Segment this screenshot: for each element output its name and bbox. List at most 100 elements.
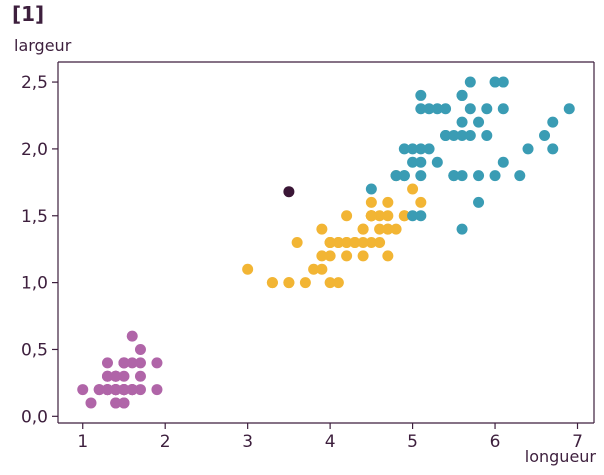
data-point	[341, 250, 353, 262]
data-point	[563, 103, 575, 115]
data-point	[134, 384, 146, 396]
data-point	[308, 263, 320, 275]
series-1	[242, 170, 427, 289]
data-point	[431, 156, 443, 168]
data-point	[101, 357, 113, 369]
data-point	[497, 156, 509, 168]
data-point	[489, 170, 501, 182]
y-tick-label: 1,5	[21, 207, 48, 227]
data-point	[382, 210, 394, 222]
data-point	[456, 89, 468, 101]
plot-area: 1 2 3 4 5 6 7 0,0 0,5 1,0 1,5 2,0 2,5	[21, 61, 595, 452]
data-point	[415, 210, 427, 222]
data-point	[77, 384, 89, 396]
data-point	[365, 196, 377, 208]
x-tick-label: 1	[77, 432, 88, 452]
data-point	[415, 103, 427, 115]
data-point	[464, 130, 476, 142]
data-point	[382, 223, 394, 235]
data-point	[93, 384, 105, 396]
data-point	[374, 223, 386, 235]
data-point	[415, 89, 427, 101]
data-point	[440, 130, 452, 142]
data-point	[481, 103, 493, 115]
data-point	[407, 210, 419, 222]
y-tick-label: 2,0	[21, 140, 48, 160]
data-point	[390, 223, 402, 235]
data-point	[151, 357, 163, 369]
data-point	[332, 277, 344, 289]
data-point	[283, 186, 295, 198]
data-point	[464, 76, 476, 88]
y-axis-title: largeur	[14, 36, 72, 55]
data-point	[473, 116, 485, 128]
data-point	[481, 130, 493, 142]
data-point	[101, 370, 113, 382]
x-tick-label: 5	[407, 432, 418, 452]
data-point	[539, 130, 551, 142]
data-point	[365, 237, 377, 248]
data-point	[316, 263, 328, 275]
data-point	[407, 183, 419, 195]
data-point	[464, 103, 476, 115]
data-point	[365, 183, 377, 195]
data-point	[423, 103, 435, 115]
data-point	[497, 76, 509, 88]
y-tick-label: 0,0	[21, 407, 48, 427]
series-0	[77, 330, 163, 409]
data-point	[398, 143, 410, 155]
data-point	[547, 143, 559, 155]
data-point	[357, 250, 369, 262]
data-point	[341, 210, 353, 222]
data-point	[118, 384, 130, 396]
data-point	[291, 237, 303, 248]
data-point	[110, 370, 122, 382]
data-point	[514, 170, 526, 182]
data-point	[423, 143, 435, 155]
data-point	[440, 103, 452, 115]
data-point	[374, 210, 386, 222]
data-point	[118, 370, 130, 382]
data-point	[324, 277, 336, 289]
data-point	[398, 210, 410, 222]
data-point	[110, 397, 122, 409]
data-point	[85, 397, 97, 409]
data-point	[415, 143, 427, 155]
data-point	[101, 384, 113, 396]
data-point	[448, 170, 460, 182]
data-point	[456, 223, 468, 235]
data-point	[390, 170, 402, 182]
data-point	[118, 397, 130, 409]
x-tick-label: 7	[572, 432, 583, 452]
y-tick-label: 0,5	[21, 340, 48, 360]
data-point	[126, 357, 138, 369]
data-point	[374, 237, 386, 248]
data-point	[349, 237, 361, 248]
data-point	[316, 250, 328, 262]
data-point	[547, 116, 559, 128]
x-tick-label: 6	[490, 432, 501, 452]
data-point	[134, 370, 146, 382]
data-point	[456, 116, 468, 128]
series-2	[365, 76, 575, 235]
data-point	[365, 210, 377, 222]
data-point	[126, 330, 138, 342]
data-point	[382, 250, 394, 262]
data-point	[497, 103, 509, 115]
data-point	[118, 357, 130, 369]
data-point	[324, 250, 336, 262]
series-3	[283, 186, 295, 198]
data-point	[324, 237, 336, 248]
data-points	[77, 76, 575, 409]
data-point	[357, 237, 369, 248]
data-point	[126, 384, 138, 396]
data-point	[489, 76, 501, 88]
x-tick-label: 3	[242, 432, 253, 452]
data-point	[448, 130, 460, 142]
data-point	[415, 156, 427, 168]
data-point	[299, 277, 311, 289]
data-point	[415, 170, 427, 182]
data-point	[341, 237, 353, 248]
data-point	[110, 384, 122, 396]
